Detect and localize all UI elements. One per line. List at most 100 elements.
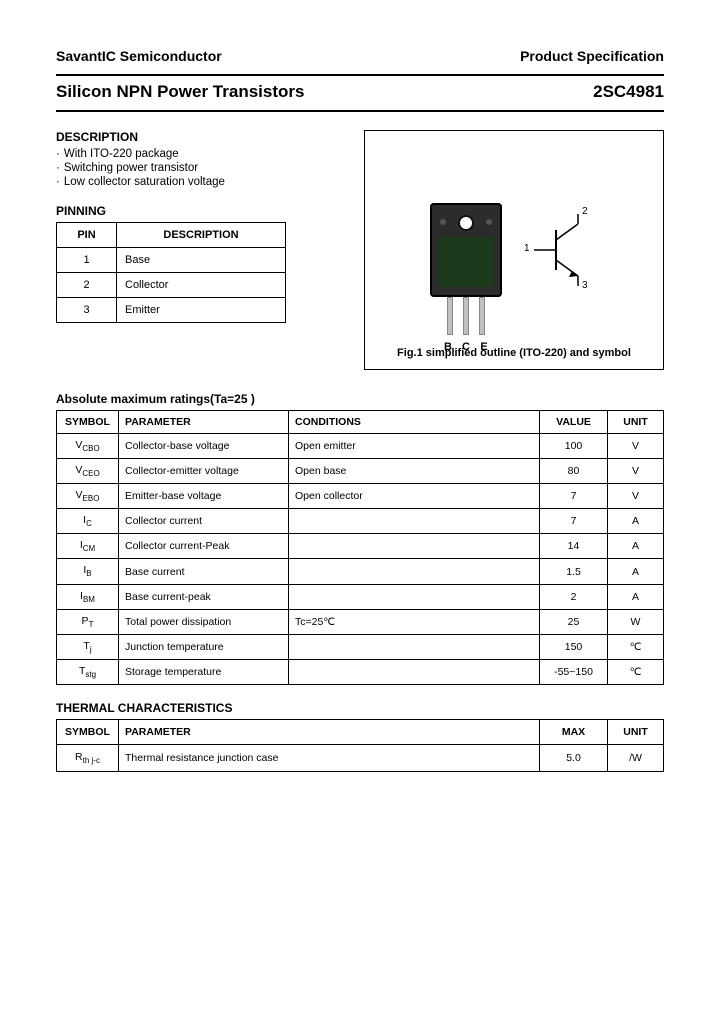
symbol-pin-label: 1 [524,243,530,254]
datasheet-page: SavantIC Semiconductor Product Specifica… [0,0,720,1012]
table-row: VCEOCollector-emitter voltageOpen base80… [57,459,664,484]
title-bar: Silicon NPN Power Transistors 2SC4981 [56,74,664,112]
package-leads [447,297,485,335]
pin-col-header: PIN [57,223,117,248]
cell-conditions [289,584,540,609]
pin-desc: Collector [117,273,286,298]
lead-icon [479,297,485,335]
cell-unit: V [608,459,664,484]
company-name: SavantIC Semiconductor [56,48,222,64]
cell-symbol: Tstg [57,659,119,684]
table-row: VCBOCollector-base voltageOpen emitter10… [57,434,664,459]
part-number: 2SC4981 [593,82,664,102]
cell-parameter: Collector current [119,509,289,534]
cell-conditions: Open emitter [289,434,540,459]
cell-unit: A [608,534,664,559]
cell-unit: ℃ [608,659,664,684]
cell-value: -55~150 [540,659,608,684]
upper-section: DESCRIPTION With ITO-220 package Switchi… [56,130,664,370]
cell-value: 14 [540,534,608,559]
pin-number: 1 [57,248,117,273]
cell-value: 100 [540,434,608,459]
amr-table: SYMBOL PARAMETER CONDITIONS VALUE UNIT V… [56,410,664,685]
col-header: PARAMETER [119,411,289,434]
col-header: SYMBOL [57,719,119,744]
doc-type: Product Specification [520,48,664,64]
col-header: PARAMETER [119,719,540,744]
table-row: 2 Collector [57,273,286,298]
cell-max: 5.0 [540,744,608,771]
cell-parameter: Collector-emitter voltage [119,459,289,484]
cell-unit: ℃ [608,634,664,659]
cell-symbol: Tj [57,634,119,659]
cell-parameter: Storage temperature [119,659,289,684]
col-header: VALUE [540,411,608,434]
table-row: IBMBase current-peak2A [57,584,664,609]
table-row: TjJunction temperature 150℃ [57,634,664,659]
col-header: UNIT [608,411,664,434]
table-row: Rth j-cThermal resistance junction case5… [57,744,664,771]
package-dot-icon [486,219,492,225]
table-row: VEBOEmitter-base voltageOpen collector7V [57,484,664,509]
package-body [438,237,494,287]
cell-value: 2 [540,584,608,609]
page-header: SavantIC Semiconductor Product Specifica… [56,48,664,64]
col-header: CONDITIONS [289,411,540,434]
cell-symbol: IBM [57,584,119,609]
cell-symbol: VCEO [57,459,119,484]
description-item: With ITO-220 package [56,148,346,160]
pinning-table: PIN DESCRIPTION 1 Base 2 Collector 3 [56,222,286,323]
cell-conditions [289,509,540,534]
amr-heading: Absolute maximum ratings(Ta=25 ) [56,392,664,406]
col-header: MAX [540,719,608,744]
transistor-symbol: 2 1 3 [528,210,598,290]
upper-left: DESCRIPTION With ITO-220 package Switchi… [56,130,346,370]
pin-number: 2 [57,273,117,298]
cell-unit: V [608,484,664,509]
description-item: Low collector saturation voltage [56,176,346,188]
npn-symbol-icon [528,210,598,290]
figure-box: B C E 2 1 [364,130,664,370]
pin-desc: Emitter [117,298,286,323]
cell-symbol: VEBO [57,484,119,509]
cell-parameter: Thermal resistance junction case [119,744,540,771]
cell-conditions [289,559,540,584]
lead-icon [463,297,469,335]
cell-conditions: Open base [289,459,540,484]
lead-icon [447,297,453,335]
table-row: 3 Emitter [57,298,286,323]
cell-unit: /W [608,744,664,771]
cell-symbol: VCBO [57,434,119,459]
cell-parameter: Junction temperature [119,634,289,659]
cell-value: 150 [540,634,608,659]
cell-unit: A [608,584,664,609]
table-row: IBBase current1.5A [57,559,664,584]
cell-symbol: ICM [57,534,119,559]
cell-symbol: IB [57,559,119,584]
cell-unit: A [608,559,664,584]
cell-parameter: Emitter-base voltage [119,484,289,509]
cell-conditions [289,659,540,684]
cell-conditions [289,534,540,559]
cell-parameter: Total power dissipation [119,609,289,634]
cell-unit: V [608,434,664,459]
description-item: Switching power transistor [56,162,346,174]
cell-value: 7 [540,509,608,534]
figure-inner: B C E 2 1 [430,203,598,297]
cell-symbol: PT [57,609,119,634]
col-header: UNIT [608,719,664,744]
cell-value: 25 [540,609,608,634]
cell-parameter: Base current [119,559,289,584]
figure-caption: Fig.1 simplified outline (ITO-220) and s… [365,347,663,359]
pin-desc: Base [117,248,286,273]
cell-symbol: Rth j-c [57,744,119,771]
package-outline: B C E [430,203,502,297]
cell-conditions [289,634,540,659]
cell-unit: W [608,609,664,634]
cell-value: 7 [540,484,608,509]
thermal-table: SYMBOL PARAMETER MAX UNIT Rth j-cThermal… [56,719,664,772]
pinning-heading: PINNING [56,204,346,218]
cell-value: 80 [540,459,608,484]
cell-conditions: Open collector [289,484,540,509]
cell-parameter: Collector-base voltage [119,434,289,459]
